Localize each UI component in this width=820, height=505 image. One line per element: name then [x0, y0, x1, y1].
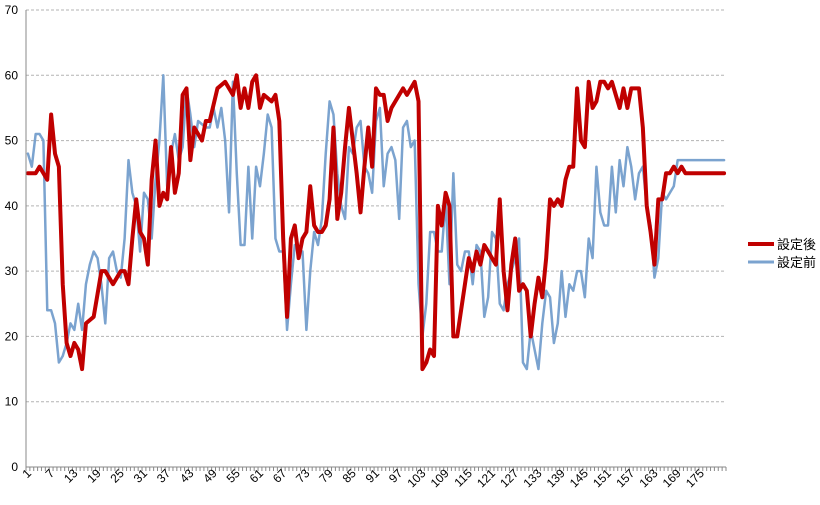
x-tick-label: 151: [590, 466, 614, 490]
legend: 設定後 設定前: [748, 237, 816, 270]
x-tick-label: 145: [567, 466, 591, 490]
x-tick-label: 73: [293, 466, 313, 486]
x-tick-label: 55: [224, 466, 244, 486]
grid-lines: [26, 9, 726, 403]
x-tick-label: 43: [177, 466, 197, 486]
x-tick-label: 175: [683, 466, 707, 490]
y-tick-label: 10: [5, 395, 19, 409]
y-tick-label: 0: [11, 460, 18, 474]
x-tick-label: 109: [428, 466, 452, 490]
x-tick-label: 61: [247, 466, 267, 486]
series-lines: [25, 73, 727, 372]
x-tick-label: 139: [544, 466, 568, 490]
x-tick-label: 121: [474, 466, 498, 490]
x-tick-label: 169: [660, 466, 684, 490]
legend-label-0: 設定後: [777, 237, 816, 252]
x-tick-label: 49: [200, 466, 220, 486]
y-tick-label: 40: [5, 199, 19, 213]
x-tick-label: 127: [497, 466, 521, 490]
x-tick-label: 13: [61, 466, 81, 486]
x-tick-label: 85: [340, 466, 360, 486]
x-tick-label: 67: [270, 466, 290, 486]
x-tick-label: 25: [108, 466, 128, 486]
x-tick-label: 133: [520, 466, 544, 490]
x-axis-tick-labels: 1 7 13 19 25 31 37 43 49 55 61 67 73 79 85 91 97 103 109 11…: [19, 466, 727, 490]
y-tick-label: 70: [5, 3, 19, 17]
x-tick-label: 79: [316, 466, 336, 486]
y-tick-label: 50: [5, 134, 19, 148]
y-tick-label: 60: [5, 68, 19, 82]
x-tick-label: 1: [19, 466, 34, 481]
x-tick-label: 97: [386, 466, 406, 486]
x-tick-label: 31: [131, 466, 151, 486]
legend-label-1: 設定前: [777, 255, 816, 270]
x-tick-label: 7: [43, 466, 58, 481]
x-tick-label: 157: [613, 466, 637, 490]
y-tick-label: 30: [5, 264, 19, 278]
x-tick-label: 19: [84, 466, 104, 486]
x-tick-label: 91: [363, 466, 383, 486]
y-axis-tick-labels: 0 10 20 30 40 50 60 70: [5, 3, 19, 474]
x-tick-label: 163: [637, 466, 661, 490]
x-tick-label: 37: [154, 466, 174, 486]
y-tick-label: 20: [5, 329, 19, 343]
series-line-0: [25, 73, 727, 372]
x-tick-label: 103: [404, 466, 428, 490]
